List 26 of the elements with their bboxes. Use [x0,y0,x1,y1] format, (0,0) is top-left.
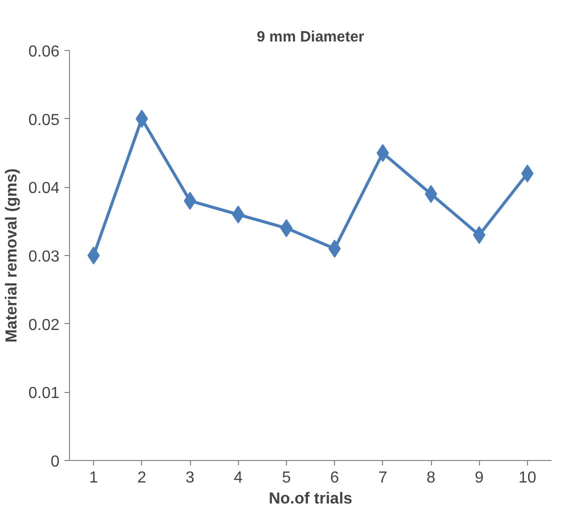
x-tick-label: 9 [474,470,484,486]
point [280,219,293,238]
chart-title: 9 mm Diameter [256,28,364,46]
y-axis-title: Material removal (gms) [3,168,20,343]
y-tick-label: 0.01 [28,385,60,402]
point [521,164,534,182]
x-tick-label: 6 [330,470,340,486]
x-tick-label: 2 [137,470,146,486]
x-tick-label: 3 [186,470,195,486]
y-tick-label: 0.05 [28,112,60,129]
x-tick-label: 4 [234,470,243,486]
point [424,185,438,203]
x-tick-label: 10 [518,470,536,486]
x-axis-title: No.of trials [268,490,352,508]
x-tick-label: 1 [89,470,98,486]
point [184,192,196,210]
y-tick-label: 0.03 [28,248,60,266]
y-tick-label: 0 [50,454,60,470]
point [328,240,341,258]
x-tick-label: 5 [282,470,291,486]
x-tick-label: 8 [426,470,436,486]
y-tick-label: 0.02 [28,316,60,334]
y-tick-label: 0.04 [28,180,60,198]
y-tick-label: 0.06 [28,44,60,60]
point [87,246,100,264]
x-tick-label: 7 [378,470,388,486]
